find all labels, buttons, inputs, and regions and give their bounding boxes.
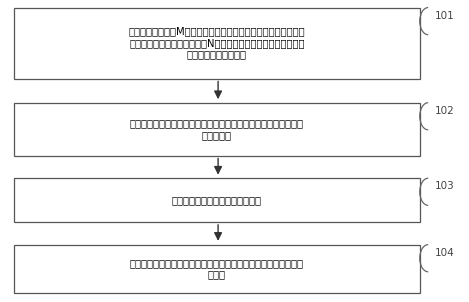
Text: 域电流比值: 域电流比值	[202, 130, 232, 140]
Bar	[14, 103, 420, 156]
Text: 102: 102	[435, 106, 455, 116]
Text: 计算频域电流比值的频谱波动方差: 计算频域电流比值的频谱波动方差	[172, 195, 262, 205]
Text: 获取被保护线路的M侧检测到故障时起预设时间段内的第一故障电: 获取被保护线路的M侧检测到故障时起预设时间段内的第一故障电	[129, 27, 305, 37]
Text: 流附加分量，及被保护线路的N侧检测到故障时起预设时间段内的: 流附加分量，及被保护线路的N侧检测到故障时起预设时间段内的	[129, 38, 305, 48]
Text: 根据所述频谱波动方差确定所述故障是否属于所述被保护线路的区: 根据所述频谱波动方差确定所述故障是否属于所述被保护线路的区	[130, 258, 304, 268]
Text: 获取所述第一故障电流附加分量和所述第二故障电流附加分量的频: 获取所述第一故障电流附加分量和所述第二故障电流附加分量的频	[130, 118, 304, 128]
Text: 内故障: 内故障	[208, 269, 226, 280]
Bar	[14, 8, 420, 79]
Text: 101: 101	[435, 11, 455, 21]
Bar	[14, 178, 420, 222]
Text: 第二故障电流附加分量: 第二故障电流附加分量	[187, 50, 247, 59]
Text: 103: 103	[435, 181, 455, 191]
Bar	[14, 245, 420, 293]
Text: 104: 104	[435, 248, 455, 258]
